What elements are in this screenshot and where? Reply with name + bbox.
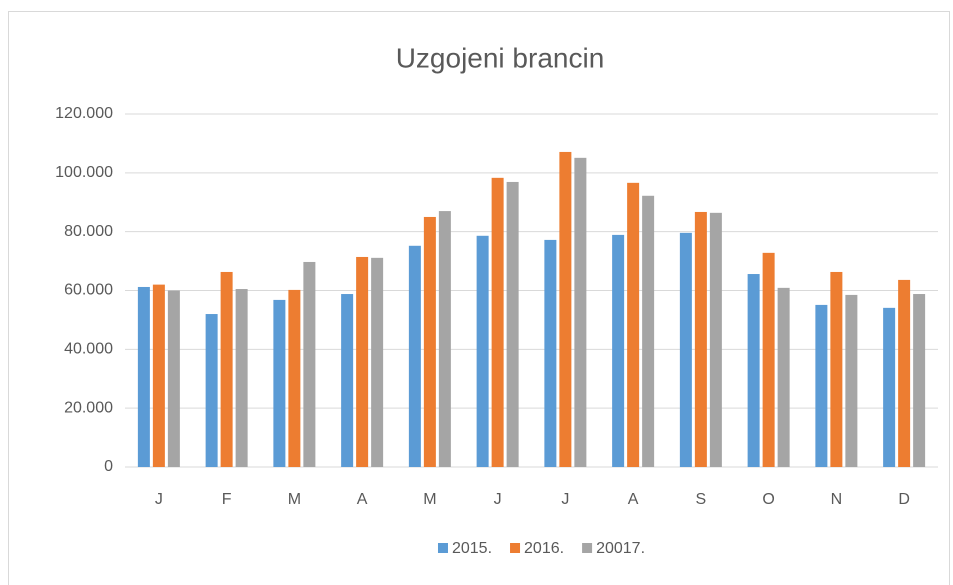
y-tick-label: 80.000 (64, 223, 113, 240)
bar (220, 271, 233, 467)
x-tick-label: M (423, 491, 436, 508)
y-tick-label: 20.000 (64, 399, 113, 416)
bar (273, 299, 286, 467)
bar (762, 252, 775, 467)
bar (845, 294, 858, 467)
bar (235, 289, 248, 467)
x-tick-label: M (288, 491, 301, 508)
legend-swatch (437, 543, 448, 553)
bar (476, 235, 489, 467)
y-tick-label: 100.000 (55, 164, 113, 181)
legend-label: 20017. (596, 540, 645, 557)
bar (506, 181, 519, 467)
bar (408, 245, 421, 467)
x-tick-label: D (898, 491, 910, 508)
y-tick-label: 40.000 (64, 341, 113, 358)
y-tick-label: 120.000 (55, 105, 113, 122)
x-tick-label: O (762, 491, 774, 508)
bar (544, 239, 557, 467)
bar (356, 256, 369, 467)
bar (371, 257, 384, 467)
legend-swatch (510, 543, 521, 553)
bar (341, 294, 354, 467)
bar (709, 212, 722, 467)
bar (777, 287, 790, 467)
bar (559, 151, 572, 467)
x-tick-label: J (494, 491, 502, 508)
bar (694, 211, 707, 467)
bar (883, 307, 896, 467)
x-tick-label: A (357, 491, 368, 508)
x-tick-label: F (222, 491, 232, 508)
y-tick-label: 0 (104, 458, 113, 475)
legend-label: 2016. (524, 540, 564, 557)
bar (830, 271, 843, 467)
bar (898, 279, 911, 467)
x-tick-label: A (628, 491, 639, 508)
bar (642, 195, 655, 468)
bar (491, 177, 504, 467)
legend-label: 2015. (452, 540, 492, 557)
chart-title: Uzgojeni brancin (396, 42, 605, 73)
bar (288, 289, 301, 467)
bar (423, 216, 436, 467)
bar (627, 182, 640, 467)
bar (438, 211, 451, 467)
bar (137, 286, 150, 467)
bar (303, 261, 316, 467)
bar (152, 284, 165, 467)
x-tick-label: S (696, 491, 707, 508)
x-tick-label: J (561, 491, 569, 508)
bar (679, 232, 692, 467)
bar (167, 290, 180, 467)
bar (205, 314, 218, 467)
x-tick-label: N (831, 491, 843, 508)
bar (574, 157, 587, 468)
legend-swatch (582, 543, 593, 553)
bar (612, 234, 625, 467)
bar (913, 294, 926, 467)
y-tick-label: 60.000 (64, 282, 113, 299)
bar (747, 274, 760, 467)
x-tick-label: J (155, 491, 163, 508)
bar (815, 304, 828, 467)
